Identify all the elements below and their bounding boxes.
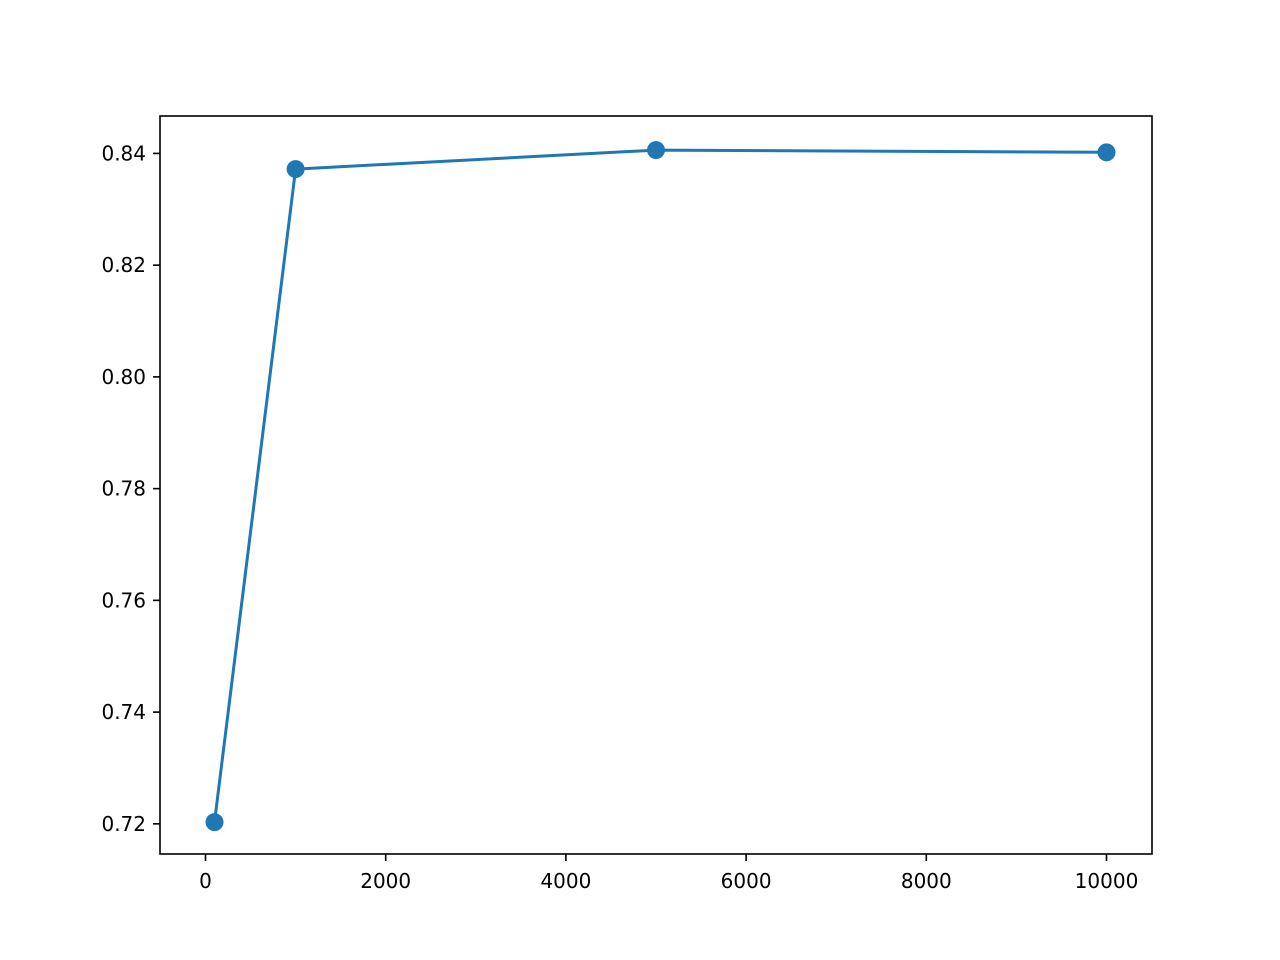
x-tick-label: 4000 bbox=[540, 869, 591, 893]
y-tick-label: 0.80 bbox=[101, 365, 146, 389]
data-point bbox=[1097, 143, 1116, 162]
data-point bbox=[205, 813, 224, 832]
x-tick-label: 0 bbox=[199, 869, 212, 893]
y-tick-label: 0.76 bbox=[101, 588, 146, 612]
y-tick-label: 0.74 bbox=[101, 700, 146, 724]
y-tick-label: 0.84 bbox=[101, 141, 146, 165]
data-point bbox=[647, 141, 665, 160]
x-axis-ticks: 0 2000 4000 6000 8000 10000 bbox=[199, 854, 1138, 893]
x-tick-label: 2000 bbox=[360, 869, 411, 893]
series-line bbox=[213, 148, 1107, 823]
x-tick-label: 8000 bbox=[901, 869, 952, 893]
x-tick-label: 6000 bbox=[721, 869, 772, 893]
data-point bbox=[286, 160, 305, 179]
plot-area bbox=[160, 116, 1152, 854]
plot-frame bbox=[159, 115, 1153, 855]
y-tick-label: 0.78 bbox=[101, 477, 146, 501]
x-tick-label: 10000 bbox=[1075, 869, 1139, 893]
y-tick-label: 0.72 bbox=[101, 812, 146, 836]
y-axis-ticks: 0.72 0.74 0.76 0.78 0.80 0.82 0.84 bbox=[101, 141, 160, 836]
y-tick-label: 0.82 bbox=[101, 253, 146, 277]
series-markers bbox=[205, 141, 1116, 832]
